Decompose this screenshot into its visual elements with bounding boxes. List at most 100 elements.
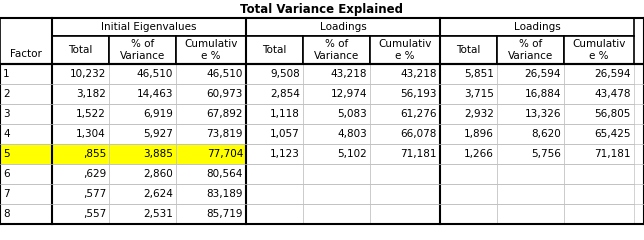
Bar xyxy=(246,36,303,64)
Bar xyxy=(440,104,497,124)
Bar xyxy=(246,64,303,84)
Bar xyxy=(440,18,634,36)
Bar xyxy=(440,164,497,184)
Text: 1,266: 1,266 xyxy=(464,149,494,159)
Bar xyxy=(303,64,370,84)
Bar xyxy=(109,84,176,104)
Text: Loadings: Loadings xyxy=(319,22,366,32)
Text: Cumulativ
e %: Cumulativ e % xyxy=(184,39,238,61)
Bar xyxy=(440,36,497,64)
Text: Initial Eigenvalues: Initial Eigenvalues xyxy=(101,22,197,32)
Bar xyxy=(370,204,440,224)
Bar xyxy=(52,104,109,124)
Text: 56,193: 56,193 xyxy=(401,89,437,99)
Text: 61,276: 61,276 xyxy=(401,109,437,119)
Text: 5,927: 5,927 xyxy=(143,129,173,139)
Text: 85,719: 85,719 xyxy=(207,209,243,219)
Text: % of
Variance: % of Variance xyxy=(120,39,165,61)
Text: 9,508: 9,508 xyxy=(270,69,300,79)
Bar xyxy=(0,64,52,84)
Text: 5,083: 5,083 xyxy=(337,109,367,119)
Bar xyxy=(370,164,440,184)
Text: Factor: Factor xyxy=(10,49,42,59)
Text: 8,620: 8,620 xyxy=(531,129,561,139)
Bar xyxy=(109,184,176,204)
Text: 16,884: 16,884 xyxy=(524,89,561,99)
Text: 43,218: 43,218 xyxy=(330,69,367,79)
Text: 65,425: 65,425 xyxy=(594,129,631,139)
Text: 12,974: 12,974 xyxy=(330,89,367,99)
Bar xyxy=(109,36,176,64)
Bar xyxy=(440,204,497,224)
Bar xyxy=(109,104,176,124)
Bar xyxy=(370,64,440,84)
Text: 71,181: 71,181 xyxy=(401,149,437,159)
Text: 3,182: 3,182 xyxy=(76,89,106,99)
Bar xyxy=(246,184,303,204)
Text: 71,181: 71,181 xyxy=(594,149,631,159)
Text: 43,478: 43,478 xyxy=(594,89,631,99)
Text: 10,232: 10,232 xyxy=(70,69,106,79)
Text: 13,326: 13,326 xyxy=(524,109,561,119)
Bar xyxy=(303,124,370,144)
Bar xyxy=(246,124,303,144)
Bar xyxy=(303,104,370,124)
Bar xyxy=(246,18,440,36)
Text: 56,805: 56,805 xyxy=(594,109,631,119)
Text: 14,463: 14,463 xyxy=(137,89,173,99)
Bar xyxy=(564,164,634,184)
Bar xyxy=(109,144,176,164)
Bar xyxy=(0,84,52,104)
Text: 1,057: 1,057 xyxy=(270,129,300,139)
Bar xyxy=(0,18,52,64)
Bar xyxy=(497,164,564,184)
Text: 1,522: 1,522 xyxy=(76,109,106,119)
Bar xyxy=(497,204,564,224)
Text: 1,896: 1,896 xyxy=(464,129,494,139)
Text: 4: 4 xyxy=(3,129,10,139)
Text: 7: 7 xyxy=(3,189,10,199)
Bar xyxy=(52,204,109,224)
Text: Cumulativ
e %: Cumulativ e % xyxy=(378,39,431,61)
Bar xyxy=(497,184,564,204)
Text: ,855: ,855 xyxy=(82,149,106,159)
Bar xyxy=(0,164,52,184)
Bar xyxy=(176,64,246,84)
Text: 1,304: 1,304 xyxy=(76,129,106,139)
Bar xyxy=(497,36,564,64)
Text: 8: 8 xyxy=(3,209,10,219)
Text: 6,919: 6,919 xyxy=(143,109,173,119)
Bar xyxy=(564,204,634,224)
Bar xyxy=(564,184,634,204)
Text: 43,218: 43,218 xyxy=(401,69,437,79)
Text: Total: Total xyxy=(262,45,287,55)
Text: 67,892: 67,892 xyxy=(207,109,243,119)
Text: 3: 3 xyxy=(3,109,10,119)
Text: 1,118: 1,118 xyxy=(270,109,300,119)
Bar xyxy=(303,36,370,64)
Bar xyxy=(0,124,52,144)
Bar xyxy=(176,104,246,124)
Bar xyxy=(370,84,440,104)
Text: 2,624: 2,624 xyxy=(143,189,173,199)
Bar xyxy=(52,18,246,36)
Text: ,557: ,557 xyxy=(82,209,106,219)
Bar xyxy=(52,144,109,164)
Text: 2,932: 2,932 xyxy=(464,109,494,119)
Text: 6: 6 xyxy=(3,169,10,179)
Bar xyxy=(176,36,246,64)
Text: 1,123: 1,123 xyxy=(270,149,300,159)
Text: 2,854: 2,854 xyxy=(270,89,300,99)
Bar xyxy=(52,84,109,104)
Bar xyxy=(52,36,109,64)
Text: Total Variance Explained: Total Variance Explained xyxy=(240,2,404,16)
Text: ,629: ,629 xyxy=(82,169,106,179)
Text: 46,510: 46,510 xyxy=(207,69,243,79)
Bar xyxy=(370,124,440,144)
Bar xyxy=(109,204,176,224)
Text: 2,860: 2,860 xyxy=(143,169,173,179)
Text: Loadings: Loadings xyxy=(514,22,560,32)
Text: 3,715: 3,715 xyxy=(464,89,494,99)
Bar xyxy=(176,164,246,184)
Bar xyxy=(370,144,440,164)
